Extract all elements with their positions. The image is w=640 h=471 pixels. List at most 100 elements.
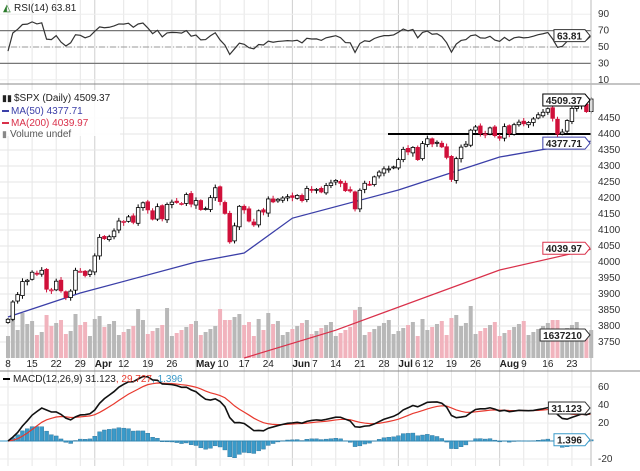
volume-bar bbox=[180, 330, 184, 358]
x-tick-label: 8 bbox=[5, 359, 11, 370]
candle bbox=[488, 127, 492, 136]
candle-body bbox=[291, 196, 295, 198]
candle-body bbox=[180, 203, 184, 204]
macd-histogram-bar bbox=[117, 428, 121, 441]
volume-bar bbox=[512, 327, 516, 358]
x-tick-label: Jun bbox=[292, 359, 310, 370]
volume-bar bbox=[184, 327, 188, 358]
price-tick-label: 3850 bbox=[598, 305, 621, 316]
candle-body bbox=[507, 126, 511, 134]
candle-body bbox=[257, 211, 261, 225]
macd-histogram-bar bbox=[387, 437, 391, 441]
candle bbox=[11, 300, 15, 321]
candle bbox=[295, 194, 299, 199]
x-tick-label: 9 bbox=[521, 359, 527, 370]
candle bbox=[146, 200, 150, 214]
candle bbox=[483, 131, 487, 138]
price-tag: 4509.37 bbox=[543, 94, 590, 107]
macd-histogram-bar bbox=[416, 436, 420, 441]
candle-body bbox=[373, 177, 377, 185]
volume-bar bbox=[228, 320, 232, 358]
candle bbox=[199, 199, 203, 211]
price-tick-label: 4150 bbox=[598, 209, 621, 220]
macd-histogram-bar bbox=[83, 439, 87, 441]
macd-histogram-bar bbox=[78, 439, 82, 441]
candle bbox=[54, 279, 58, 291]
macd-tag: 31.123 bbox=[548, 402, 590, 415]
rsi-panel bbox=[0, 22, 591, 64]
candle bbox=[156, 203, 160, 221]
volume-bar bbox=[368, 332, 372, 358]
volume-bar bbox=[175, 333, 179, 358]
volume-bar bbox=[247, 322, 251, 358]
macd-histogram-bar bbox=[155, 438, 159, 441]
hist-tag-text: 1.396 bbox=[557, 436, 582, 447]
candle bbox=[228, 211, 232, 244]
volume-bar bbox=[261, 330, 265, 358]
volume-bar bbox=[353, 310, 357, 358]
candle-body bbox=[45, 269, 49, 289]
volume-bar bbox=[59, 320, 63, 358]
volume-bar bbox=[20, 313, 24, 358]
macd-histogram-bar bbox=[165, 441, 169, 442]
volume-bar bbox=[170, 336, 174, 358]
candle-body bbox=[469, 130, 473, 145]
macd-histogram-bar bbox=[541, 440, 545, 441]
candle bbox=[570, 106, 574, 124]
candle bbox=[503, 123, 507, 141]
macd-histogram-bar bbox=[411, 433, 415, 441]
candle-body bbox=[136, 208, 140, 224]
macd-histogram-bar bbox=[257, 441, 261, 451]
volume-bar bbox=[522, 321, 526, 358]
candle-body bbox=[416, 147, 420, 159]
volume-bar bbox=[527, 335, 531, 358]
macd-histogram-bar bbox=[396, 436, 400, 441]
candle bbox=[498, 134, 502, 141]
volume-tag: 1637210 bbox=[540, 329, 590, 342]
candle bbox=[387, 166, 391, 173]
macd-line bbox=[8, 377, 591, 441]
candle-body bbox=[107, 237, 111, 240]
candle-body bbox=[459, 147, 463, 159]
candle bbox=[45, 268, 49, 292]
macd-histogram-bar bbox=[261, 441, 265, 449]
macd-histogram-bar bbox=[64, 441, 68, 442]
candle-body bbox=[324, 186, 328, 193]
candle-body bbox=[103, 236, 107, 238]
svg-text:MA(200) 4039.97: MA(200) 4039.97 bbox=[11, 118, 89, 129]
candle-body bbox=[435, 142, 439, 143]
macd-histogram-bar bbox=[401, 434, 405, 441]
candle-body bbox=[503, 127, 507, 139]
volume-bar bbox=[242, 325, 246, 358]
volume-bar bbox=[507, 330, 511, 358]
ma200-value: 4039.97 bbox=[52, 118, 89, 129]
rsi-line bbox=[8, 22, 591, 55]
candle bbox=[40, 267, 44, 277]
macd-histogram-bar bbox=[358, 441, 362, 446]
ma50-line bbox=[8, 141, 591, 317]
x-tick-label: 26 bbox=[166, 359, 178, 370]
macd-histogram-bar bbox=[237, 441, 241, 454]
candle bbox=[189, 191, 193, 207]
candle-body bbox=[127, 217, 131, 221]
volume-bar bbox=[454, 315, 458, 358]
candle-body bbox=[281, 198, 285, 200]
candle-body bbox=[498, 137, 502, 139]
ma50-label: MA(50) bbox=[11, 106, 44, 117]
macd-histogram-bar bbox=[483, 439, 487, 441]
volume-bar bbox=[459, 326, 463, 358]
ma200-label: MA(200) bbox=[11, 118, 49, 129]
candle-body bbox=[170, 202, 174, 204]
candle bbox=[242, 204, 246, 213]
candle-body bbox=[382, 169, 386, 173]
candle bbox=[103, 235, 107, 240]
candle bbox=[83, 270, 87, 277]
volume-bar bbox=[78, 325, 82, 358]
price-tick-label: 4200 bbox=[598, 193, 621, 204]
macd-histogram-bar bbox=[392, 437, 396, 441]
macd-histogram-bar bbox=[194, 441, 198, 445]
volume-bar bbox=[319, 328, 323, 358]
candle bbox=[35, 271, 39, 276]
symbol-value: 4509.37 bbox=[74, 93, 111, 104]
macd-histogram-bar bbox=[310, 439, 314, 441]
